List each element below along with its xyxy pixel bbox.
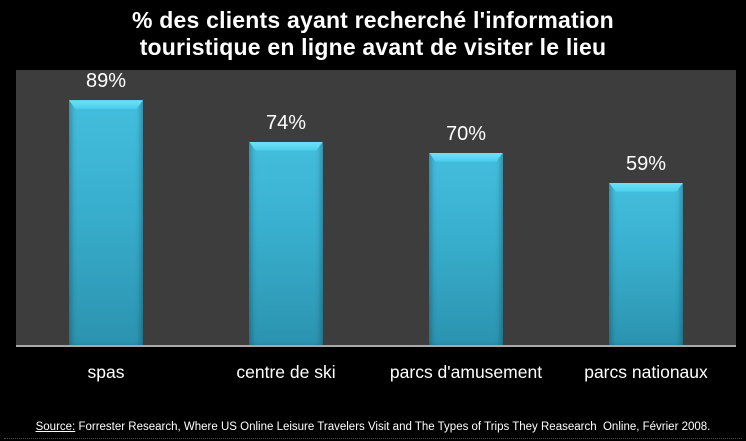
category-label: parcs nationaux bbox=[584, 362, 708, 382]
bar bbox=[429, 152, 503, 345]
bar bbox=[69, 100, 143, 345]
bar-value-label: 74% bbox=[265, 111, 307, 134]
category-label: parcs d'amusement bbox=[389, 362, 543, 382]
bar-value-label: 59% bbox=[625, 152, 667, 175]
plot-area: 89% 74% 70% 59% bbox=[16, 70, 736, 347]
category-label: spas bbox=[87, 362, 125, 382]
chart-title: % des clients ayant recherché l'informat… bbox=[0, 7, 746, 61]
bar-column: 59% bbox=[556, 70, 736, 345]
category-labels-row: spas centre de ski parcs d'amusement parcs … bbox=[16, 358, 736, 386]
source-line: Source: Forrester Research, Where US Onl… bbox=[0, 421, 746, 433]
chart-title-line2: touristique en ligne avant de visiter le… bbox=[139, 34, 607, 60]
bar bbox=[249, 141, 323, 345]
bar-column: 70% bbox=[376, 70, 556, 345]
source-text: Forrester Research, Where US Online Leis… bbox=[75, 421, 711, 433]
bar-column: 74% bbox=[196, 70, 376, 345]
bar bbox=[609, 182, 683, 345]
category-label: centre de ski bbox=[236, 362, 336, 382]
bar-column: 89% bbox=[16, 70, 196, 345]
chart-title-line1: % des clients ayant recherché l'informat… bbox=[132, 7, 614, 33]
bottom-divider bbox=[4, 438, 742, 439]
bar-value-label: 89% bbox=[85, 70, 127, 93]
bars-row: 89% 74% 70% 59% bbox=[16, 70, 736, 345]
bar-value-label: 70% bbox=[445, 122, 487, 145]
source-label: Source: bbox=[35, 421, 76, 433]
